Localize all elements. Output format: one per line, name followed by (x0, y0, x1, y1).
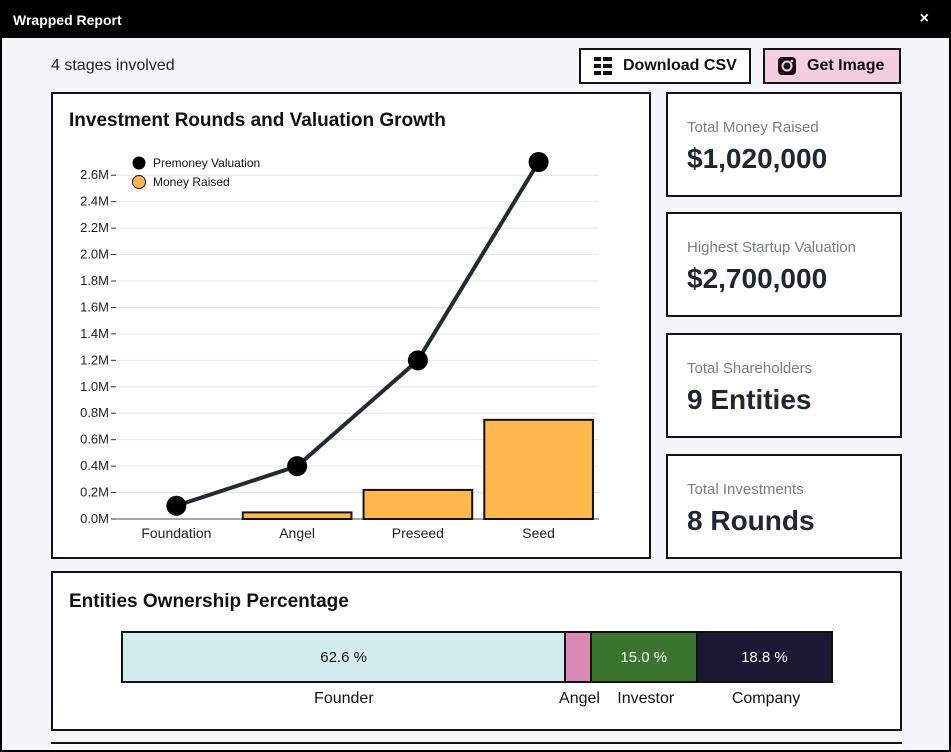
camera-icon (778, 57, 796, 75)
y-tick-label: 1.4M (80, 326, 109, 341)
legend-marker-premoney (132, 156, 146, 170)
y-tick-label: 0.0M (80, 511, 109, 526)
x-tick-label: Foundation (141, 525, 211, 541)
valuation-point (528, 152, 549, 172)
chart-title: Investment Rounds and Valuation Growth (69, 110, 446, 131)
valuation-chart: 0.0M 0.2M 0.4M 0.6M 0.8M 1.0M 1.2M 1.4M 1.6M 1.8M… (80, 152, 599, 541)
stat-value: 8 Rounds (687, 505, 815, 536)
legend-label-premoney: Premoney Valuation (153, 156, 260, 170)
valuation-line (175, 160, 541, 508)
y-tick-label: 0.8M (80, 405, 109, 420)
ownership-label-company: Company (731, 690, 801, 707)
title-bar: Wrapped Report × (2, 2, 949, 38)
y-tick-label: 1.6M (80, 299, 109, 314)
y-tick-label: 0.6M (80, 432, 109, 447)
get-image-label: Get Image (807, 57, 885, 74)
stat-label: Total Shareholders (687, 360, 813, 377)
stat-label: Total Investments (687, 481, 804, 498)
y-tick-label: 2.4M (80, 194, 109, 209)
money-raised-bar (362, 488, 474, 520)
stat-card-highest-valuation: Highest Startup Valuation $2,700,000 (666, 212, 902, 317)
ownership-segment-angel (566, 633, 592, 681)
ownership-label-angel: Angel (559, 690, 600, 707)
stages-count: 4 stages involved (51, 57, 175, 74)
y-tick-label: 2.2M (80, 220, 109, 235)
y-tick-label: 1.0M (80, 379, 109, 394)
x-tick-label: Seed (522, 525, 555, 541)
ownership-bar: 62.6 % 15.0 % 18.8 % (121, 631, 833, 683)
get-image-button[interactable]: Get Image (763, 48, 901, 84)
close-icon[interactable]: × (919, 10, 929, 27)
download-csv-label: Download CSV (623, 57, 737, 74)
stat-label: Total Money Raised (687, 119, 819, 136)
download-csv-button[interactable]: Download CSV (579, 48, 751, 84)
ownership-label-founder: Founder (314, 690, 374, 707)
next-panel-edge (51, 742, 902, 750)
y-tick-label: 2.0M (80, 247, 109, 262)
ownership-segment-company: 18.8 % (697, 633, 831, 681)
y-tick-label: 1.2M (80, 352, 109, 367)
y-tick-label: 0.4M (80, 458, 109, 473)
money-raised-bar (241, 511, 353, 520)
stat-card-money-raised: Total Money Raised $1,020,000 (666, 92, 902, 197)
legend-label-money-raised: Money Raised (153, 175, 230, 189)
valuation-point (287, 456, 308, 477)
ownership-segment-founder: 62.6 % (123, 633, 567, 681)
legend-marker-money-raised (132, 175, 146, 189)
window-title: Wrapped Report (13, 12, 122, 28)
y-tick-label: 2.6M (80, 167, 109, 182)
ownership-label-investor: Investor (617, 690, 675, 707)
chart-panel: Investment Rounds and Valuation Growth 0… (51, 92, 651, 559)
stat-card-investments: Total Investments 8 Rounds (666, 454, 902, 559)
money-raised-bar (483, 418, 594, 521)
y-tick-label: 0.2M (80, 485, 109, 500)
ownership-panel: Entities Ownership Percentage 62.6 % 15.0… (51, 571, 902, 731)
stat-value: 9 Entities (687, 384, 812, 415)
x-tick-label: Preseed (392, 525, 444, 541)
stat-label: Highest Startup Valuation (687, 239, 856, 256)
valuation-point (407, 350, 428, 371)
stat-value: $1,020,000 (687, 143, 828, 174)
table-icon (594, 57, 612, 75)
x-tick-label: Angel (279, 525, 315, 541)
ownership-segment-investor: 15.0 % (591, 633, 698, 681)
stat-value: $2,700,000 (687, 263, 828, 294)
y-tick-label: 1.8M (80, 273, 109, 288)
stat-card-shareholders: Total Shareholders 9 Entities (666, 333, 902, 438)
ownership-title: Entities Ownership Percentage (69, 591, 349, 612)
valuation-point (166, 495, 187, 516)
